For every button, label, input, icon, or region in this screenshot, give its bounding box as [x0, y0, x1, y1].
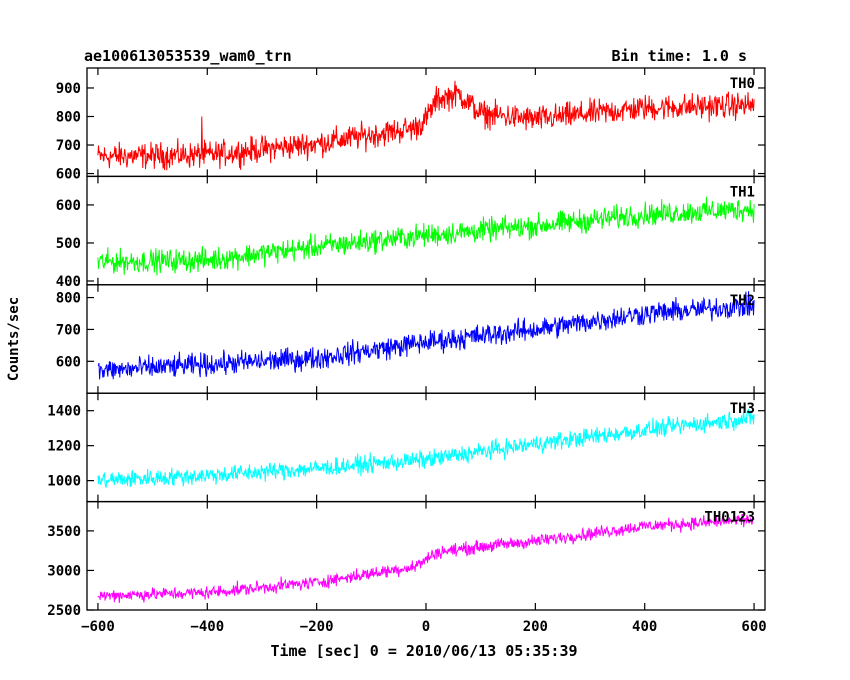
y-tick-label: 400 — [56, 274, 81, 290]
panel-label-th1: TH1 — [730, 184, 755, 200]
x-tick-label: 200 — [523, 619, 548, 635]
y-tick-label: 2500 — [47, 603, 81, 619]
y-tick-label: 3500 — [47, 524, 81, 540]
x-tick-label: −400 — [190, 619, 224, 635]
panel-th2: 600 700 800 TH2 — [56, 284, 766, 394]
panel-th1: 400 500 600 TH1 — [56, 175, 766, 290]
panel-th0123: 2500 3000 3500 TH0123 — [47, 500, 766, 619]
y-tick-label: 800 — [56, 291, 81, 307]
x-tick-label: −600 — [81, 619, 115, 635]
panel-label-th2: TH2 — [730, 293, 755, 309]
y-axis-label: Counts/sec — [6, 297, 22, 381]
panel-frame — [86, 500, 766, 611]
y-tick-label: 600 — [56, 167, 81, 183]
y-tick-label: 500 — [56, 236, 81, 252]
chart-title: ae100613053539_wam0_trn — [84, 47, 292, 65]
bin-time-label: Bin time: 1.0 s — [612, 47, 747, 65]
panels-group: 600 700 800 900 TH0 400 500 600 TH1 600 700 800 TH2 1… — [47, 67, 766, 619]
series-th1 — [97, 196, 755, 276]
x-tick-label: 400 — [632, 619, 657, 635]
y-tick-label: 600 — [56, 354, 81, 370]
panel-label-th3: TH3 — [730, 401, 755, 417]
y-tick-label: 1000 — [47, 474, 81, 490]
y-tick-label: 900 — [56, 81, 81, 97]
x-tick-label: 0 — [422, 619, 430, 635]
x-tick-label: −200 — [300, 619, 334, 635]
series-th2 — [97, 291, 755, 380]
y-tick-label: 800 — [56, 109, 81, 125]
y-tick-label: 3000 — [47, 563, 81, 579]
y-tick-label: 600 — [56, 198, 81, 214]
panel-frame — [86, 392, 766, 503]
x-axis-label: Time [sec] 0 = 2010/06/13 05:35:39 — [270, 642, 577, 660]
y-tick-label: 700 — [56, 322, 81, 338]
x-tick-label: 600 — [741, 619, 766, 635]
panel-label-th0123: TH0123 — [704, 510, 755, 526]
panel-th3: 1000 1200 1400 TH3 — [47, 392, 766, 503]
x-axis: −600 −400 −200 0 200 400 600 — [81, 619, 767, 635]
panel-label-th0: TH0 — [730, 76, 755, 92]
y-tick-label: 1200 — [47, 439, 81, 455]
panel-th0: 600 700 800 900 TH0 — [56, 67, 766, 183]
series-th0123 — [97, 512, 755, 604]
y-tick-label: 1400 — [47, 404, 81, 420]
series-th3 — [97, 408, 755, 489]
y-tick-label: 700 — [56, 138, 81, 154]
series-th0 — [97, 80, 755, 171]
